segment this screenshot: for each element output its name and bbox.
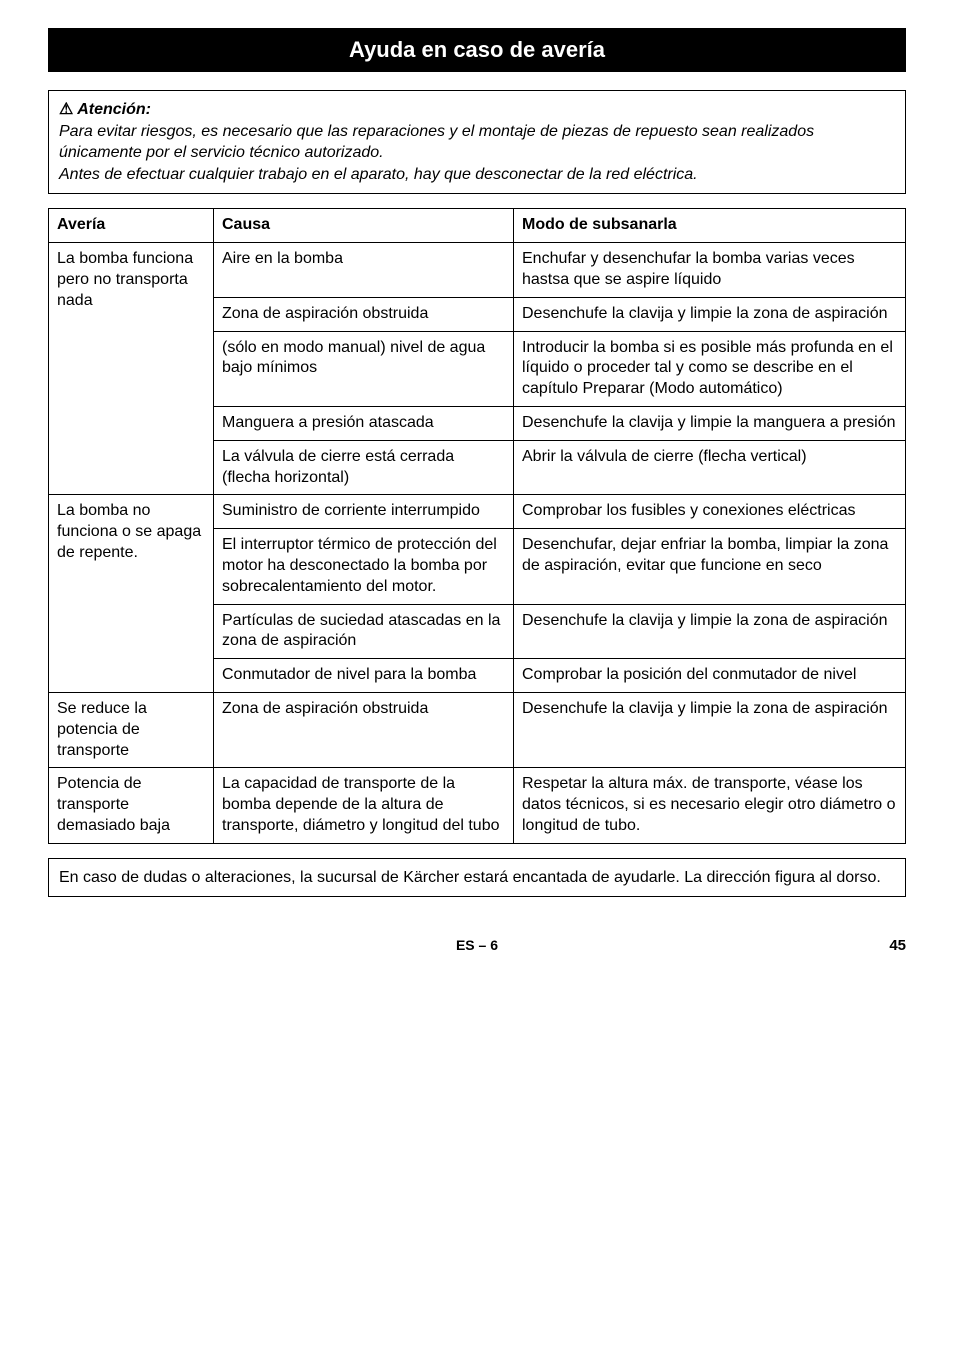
warning-text-1: Para evitar riesgos, es necesario que la…	[59, 121, 895, 164]
cell-causa: (sólo en modo manual) nivel de agua bajo…	[214, 331, 514, 406]
warning-label-text: Atención:	[77, 101, 151, 118]
page-title: Ayuda en caso de avería	[48, 28, 906, 72]
warning-box: ⚠ Atención: Para evitar riesgos, es nece…	[48, 90, 906, 194]
cell-causa: La capacidad de transporte de la bomba d…	[214, 768, 514, 843]
cell-modo: Respetar la altura máx. de transporte, v…	[514, 768, 906, 843]
footer-lang: ES	[456, 937, 475, 953]
footer-note: En caso de dudas o alteraciones, la sucu…	[48, 858, 906, 898]
warning-text-2: Antes de efectuar cualquier trabajo en e…	[59, 164, 895, 186]
cell-averia: La bomba funciona pero no transporta nad…	[49, 243, 214, 495]
cell-averia: Potencia de transporte demasiado baja	[49, 768, 214, 843]
cell-causa: La válvula de cierre está cerrada (flech…	[214, 440, 514, 495]
page-number: 45	[889, 937, 906, 954]
table-row: La bomba funciona pero no transporta nad…	[49, 243, 906, 298]
cell-modo: Desenchufar, dejar enfriar la bomba, lim…	[514, 529, 906, 604]
th-causa: Causa	[214, 209, 514, 243]
cell-causa: Zona de aspiración obstruida	[214, 692, 514, 767]
cell-modo: Desenchufe la clavija y limpie la mangue…	[514, 406, 906, 440]
cell-causa: Aire en la bomba	[214, 243, 514, 298]
warning-icon: ⚠	[59, 101, 73, 118]
cell-causa: Partículas de suciedad atascadas en la z…	[214, 604, 514, 659]
cell-averia: Se reduce la potencia de transporte	[49, 692, 214, 767]
cell-modo: Desenchufe la clavija y limpie la zona d…	[514, 692, 906, 767]
cell-causa: Zona de aspiración obstruida	[214, 297, 514, 331]
cell-causa: Manguera a presión atascada	[214, 406, 514, 440]
cell-causa: El interruptor térmico de protección del…	[214, 529, 514, 604]
cell-modo: Desenchufe la clavija y limpie la zona d…	[514, 297, 906, 331]
table-row: Se reduce la potencia de transporte Zona…	[49, 692, 906, 767]
page-footer-center: ES – 6	[48, 937, 906, 953]
cell-causa: Conmutador de nivel para la bomba	[214, 659, 514, 693]
troubleshoot-table: Avería Causa Modo de subsanarla La bomba…	[48, 208, 906, 843]
table-row: Potencia de transporte demasiado baja La…	[49, 768, 906, 843]
table-header-row: Avería Causa Modo de subsanarla	[49, 209, 906, 243]
cell-modo: Comprobar los fusibles y conexiones eléc…	[514, 495, 906, 529]
footer-page-rel: – 6	[479, 937, 498, 953]
cell-averia: La bomba no funciona o se apaga de repen…	[49, 495, 214, 693]
th-averia: Avería	[49, 209, 214, 243]
cell-modo: Enchufar y desenchufar la bomba varias v…	[514, 243, 906, 298]
warning-label: ⚠ Atención:	[59, 99, 895, 121]
cell-modo: Comprobar la posición del conmutador de …	[514, 659, 906, 693]
cell-causa: Suministro de corriente interrumpido	[214, 495, 514, 529]
page-footer: ES – 6 45	[48, 937, 906, 957]
cell-modo: Introducir la bomba si es posible más pr…	[514, 331, 906, 406]
th-modo: Modo de subsanarla	[514, 209, 906, 243]
cell-modo: Desenchufe la clavija y limpie la zona d…	[514, 604, 906, 659]
cell-modo: Abrir la válvula de cierre (flecha verti…	[514, 440, 906, 495]
table-row: La bomba no funciona o se apaga de repen…	[49, 495, 906, 529]
